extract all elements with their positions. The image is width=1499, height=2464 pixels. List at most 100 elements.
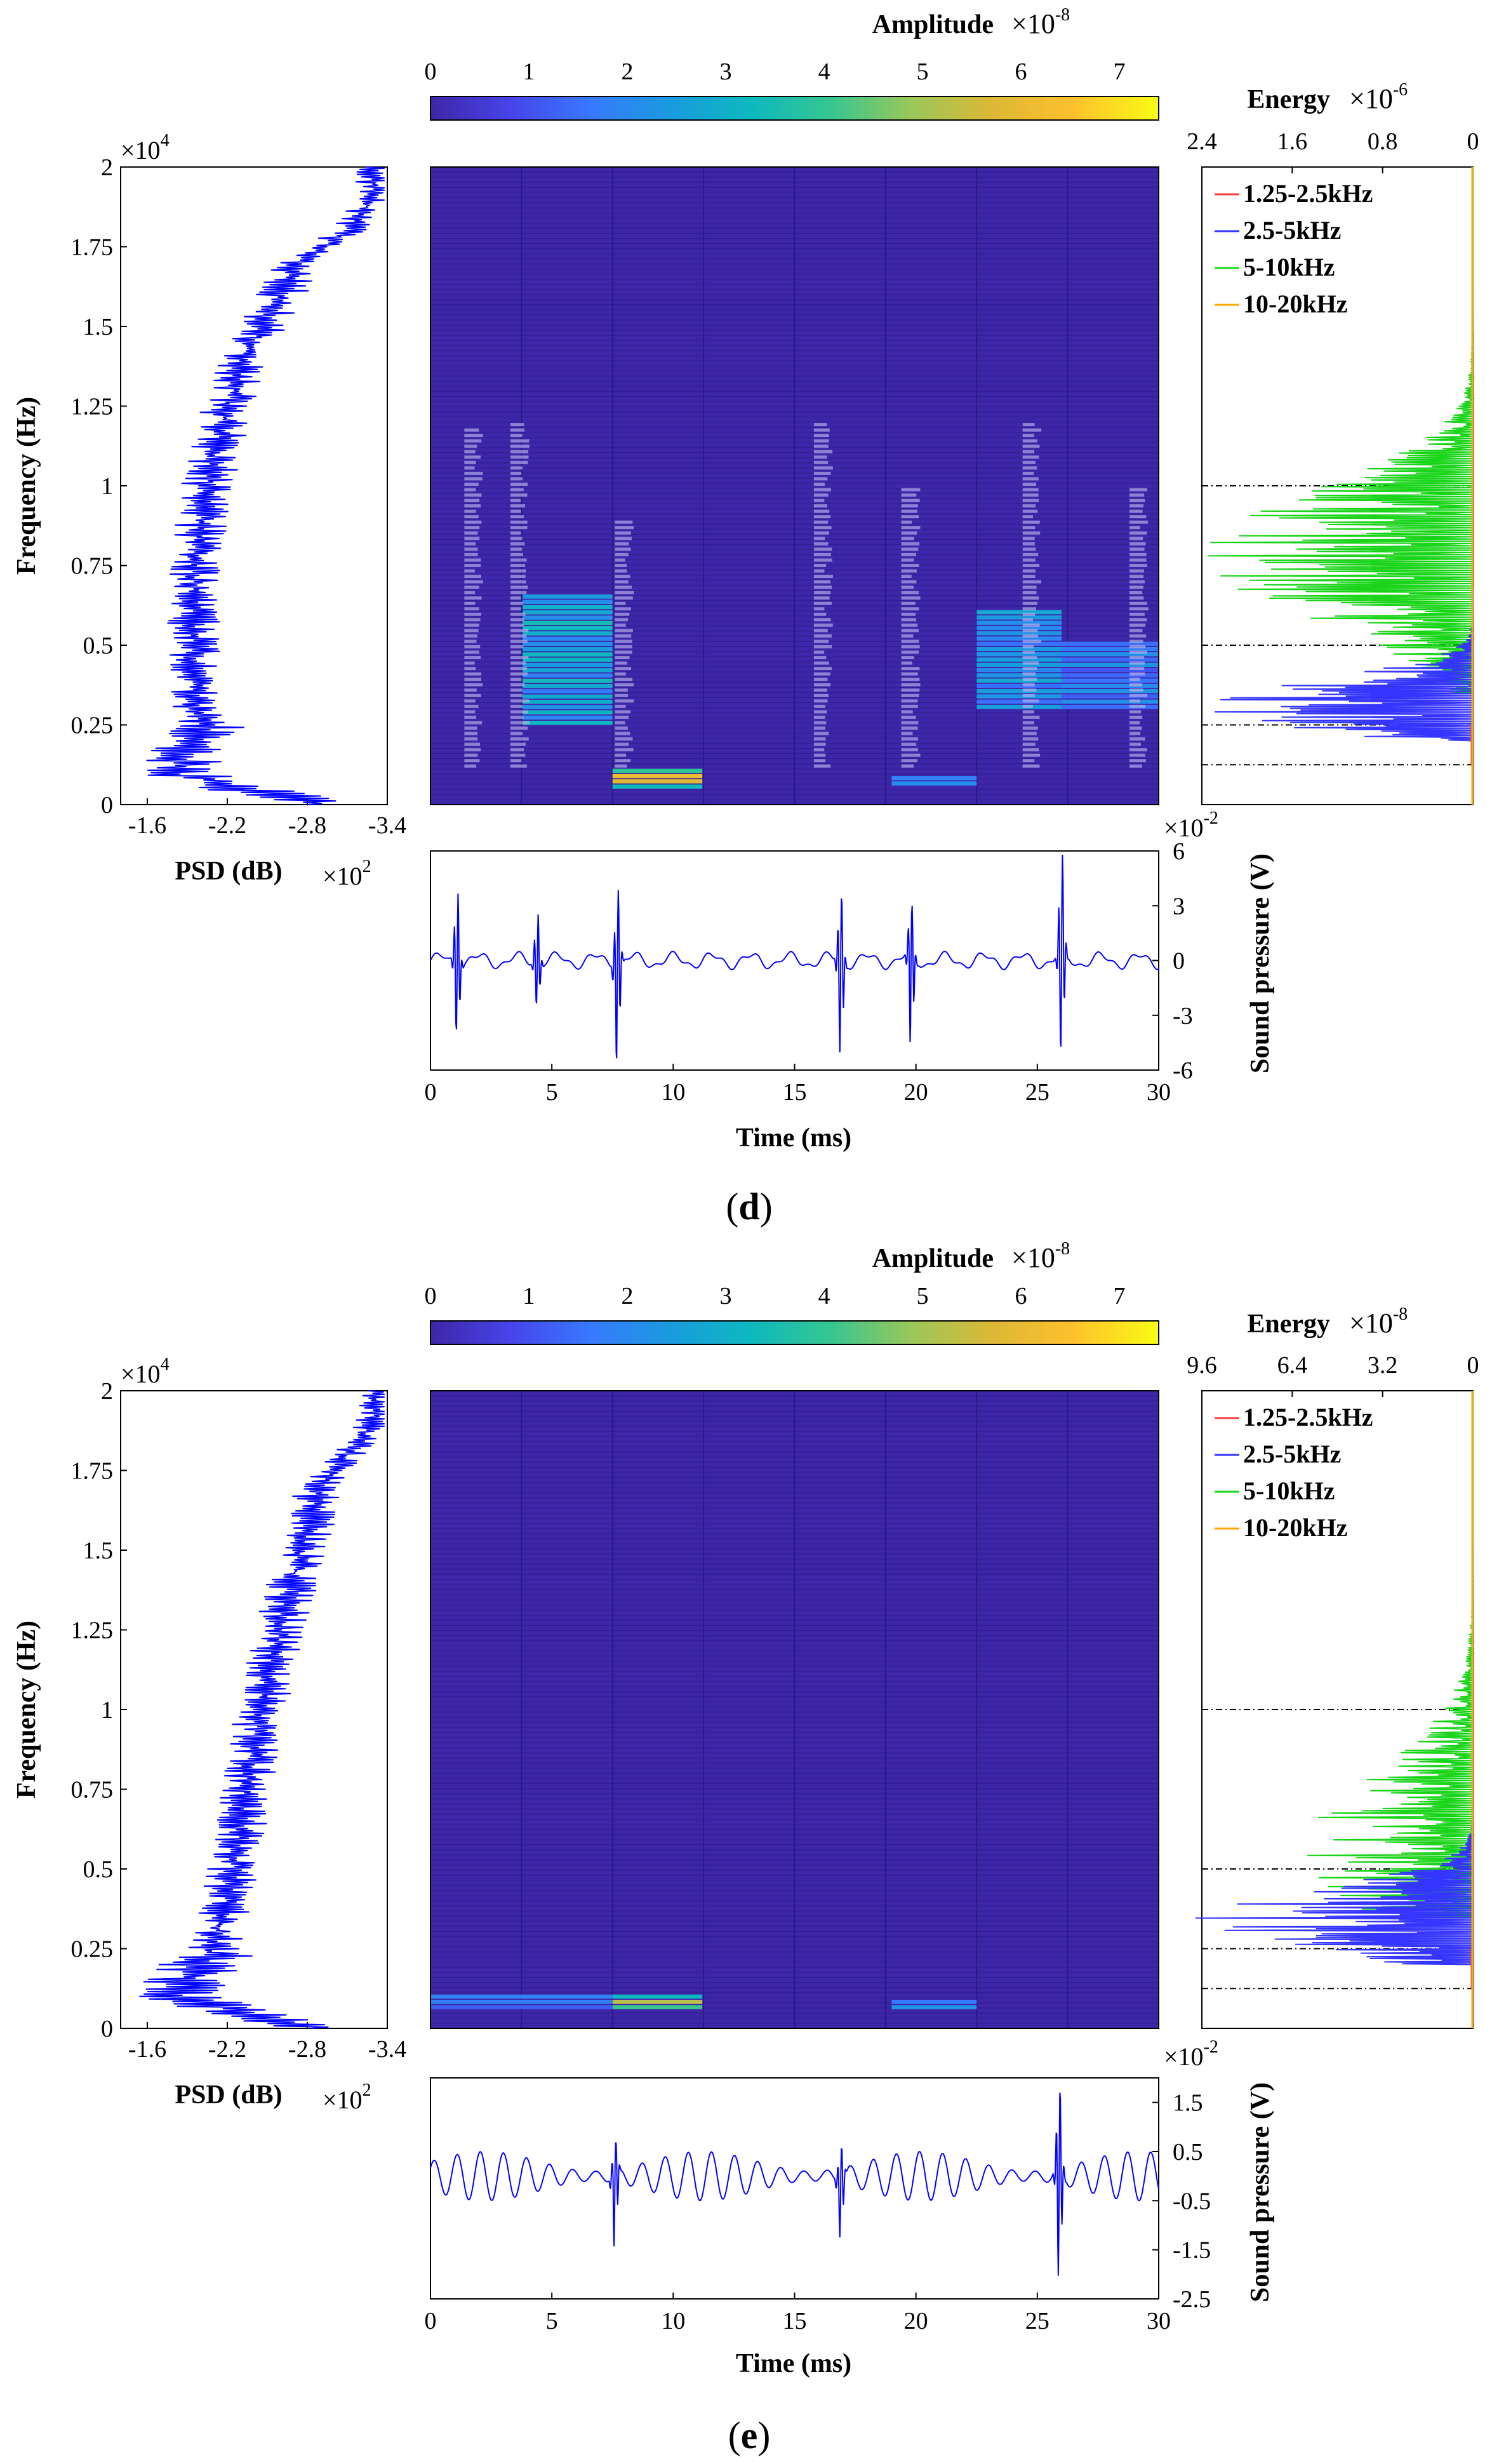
waveform-xtick-label: 20 xyxy=(904,2308,928,2334)
spectrogram-speckle xyxy=(615,650,632,654)
spectrogram-speckle xyxy=(510,537,523,540)
spectrogram-cell xyxy=(976,699,1062,704)
spectrogram-speckle xyxy=(901,601,916,605)
spectrogram-speckle xyxy=(510,552,523,556)
waveform-y-multiplier: ×10-2 xyxy=(1164,808,1218,842)
waveform-axes-box xyxy=(430,2077,1159,2300)
spectrogram-speckle xyxy=(901,726,918,730)
spectrogram-speckle xyxy=(510,509,521,513)
waveform-y-multiplier: ×10-2 xyxy=(1164,2037,1218,2071)
spectrogram-speckle xyxy=(615,704,626,708)
spectrogram-speckle xyxy=(510,710,529,714)
spectrogram-speckle xyxy=(1129,710,1142,714)
psd-ytick-label: 0.75 xyxy=(71,1777,114,1804)
spectrogram-speckle xyxy=(813,601,832,605)
spectrogram-speckle xyxy=(1022,509,1038,513)
spectrogram-speckle xyxy=(1022,434,1034,438)
spectrogram-speckle xyxy=(813,693,829,697)
psd-ytick-label: 1.25 xyxy=(71,394,114,420)
psd-xlabel: PSD (dB) xyxy=(175,2080,282,2110)
spectrogram-speckle xyxy=(464,537,480,540)
spectrogram-speckle xyxy=(1129,721,1140,725)
waveform-xtick-label: 5 xyxy=(546,2308,558,2334)
colorbar-tick-label: 2 xyxy=(622,58,634,85)
spectrogram-speckle xyxy=(1022,759,1035,763)
spectrogram-speckle xyxy=(1022,455,1039,459)
spectrogram-speckle xyxy=(813,439,829,443)
energy-title: Energy xyxy=(1247,85,1330,114)
spectrogram-speckle xyxy=(615,586,632,589)
spectrogram-speckle xyxy=(1022,645,1034,648)
spectrogram-speckle xyxy=(464,612,481,616)
spectrogram-cell xyxy=(523,715,613,720)
waveform-ytick-label: 0 xyxy=(1173,948,1185,975)
spectrogram-speckle xyxy=(1022,488,1039,492)
spectrogram-cell xyxy=(891,781,977,786)
psd-ytick-label: 1.75 xyxy=(71,1458,114,1485)
spectrogram-speckle xyxy=(813,537,825,540)
spectrogram-speckle xyxy=(615,732,630,735)
colorbar-tick-label: 4 xyxy=(818,58,830,85)
spectrogram-speckle xyxy=(813,710,827,714)
colorbar xyxy=(430,1320,1159,1345)
spectrogram-cell xyxy=(976,689,1062,693)
spectrogram-speckle xyxy=(464,639,477,643)
spectrogram-speckle xyxy=(1022,596,1039,600)
spectrogram-speckle xyxy=(1129,683,1142,686)
spectrogram-speckle xyxy=(1022,575,1036,579)
spectrogram-cell xyxy=(1062,646,1159,652)
energy-tick-label: 6.4 xyxy=(1277,1352,1308,1379)
spectrogram-speckle xyxy=(464,450,476,453)
energy-exponent: ×10-8 xyxy=(1349,1304,1408,1339)
spectrogram-speckle xyxy=(510,623,524,627)
spectrogram-cell xyxy=(430,1994,613,1999)
spectrogram-speckle xyxy=(1022,618,1034,622)
spectrogram-speckle xyxy=(901,710,913,714)
spectrogram-speckle xyxy=(901,748,918,752)
spectrogram-speckle xyxy=(615,656,630,660)
colorbar-tick-label: 3 xyxy=(720,1283,732,1309)
psd-xtick-label: -1.6 xyxy=(128,812,166,839)
spectrogram-speckle xyxy=(1022,471,1034,475)
spectrogram-speckle xyxy=(813,645,832,648)
spectrogram-speckle xyxy=(813,661,829,665)
spectrogram-speckle xyxy=(1022,623,1040,627)
waveform-xtick-label: 30 xyxy=(1147,2308,1171,2334)
spectrogram-speckle xyxy=(510,460,528,464)
spectrogram-speckle xyxy=(1129,520,1149,524)
spectrogram-cell xyxy=(891,2005,977,2009)
spectrogram-speckle xyxy=(510,520,528,524)
spectrogram-speckle xyxy=(901,742,917,746)
spectrogram-speckle xyxy=(464,499,480,502)
spectrogram-speckle xyxy=(1129,586,1143,589)
spectrogram-speckle xyxy=(813,629,828,633)
spectrogram-cell xyxy=(976,667,1062,673)
colorbar-tick-label: 6 xyxy=(1015,58,1027,85)
spectrogram-speckle xyxy=(1129,634,1147,638)
spectrogram-speckle xyxy=(1129,591,1143,594)
spectrogram-speckle xyxy=(1129,531,1147,535)
colorbar xyxy=(430,96,1159,121)
colorbar-title: Amplitude xyxy=(872,1244,994,1273)
spectrogram-speckle xyxy=(464,693,481,697)
spectrogram-speckle xyxy=(464,591,476,594)
waveform-xtick-label: 5 xyxy=(546,1079,558,1106)
spectrogram-speckle xyxy=(813,623,833,627)
spectrogram-speckle xyxy=(615,520,633,524)
colorbar-title: Amplitude xyxy=(872,10,994,39)
spectrogram-speckle xyxy=(464,563,481,567)
spectrogram-speckle xyxy=(1129,661,1145,665)
spectrogram-cell xyxy=(523,673,613,678)
spectrogram-speckle xyxy=(615,601,626,605)
psd-ytick-label: 1 xyxy=(101,473,113,500)
energy-exponent: ×10-6 xyxy=(1349,80,1408,114)
spectrogram-speckle xyxy=(813,596,830,600)
spectrogram-cell xyxy=(976,615,1062,620)
spectrogram-speckle xyxy=(464,764,477,768)
energy-plot: 2.4 1.6 0.8 0 1.25-2.5kHz 2.5-5kHz 5-10kHz 10-2… xyxy=(1187,128,1479,805)
spectrogram-speckle xyxy=(813,499,825,502)
spectrogram-frame xyxy=(430,166,1159,805)
spectrogram-speckle xyxy=(615,764,627,768)
spectrogram-speckle xyxy=(1022,537,1035,540)
